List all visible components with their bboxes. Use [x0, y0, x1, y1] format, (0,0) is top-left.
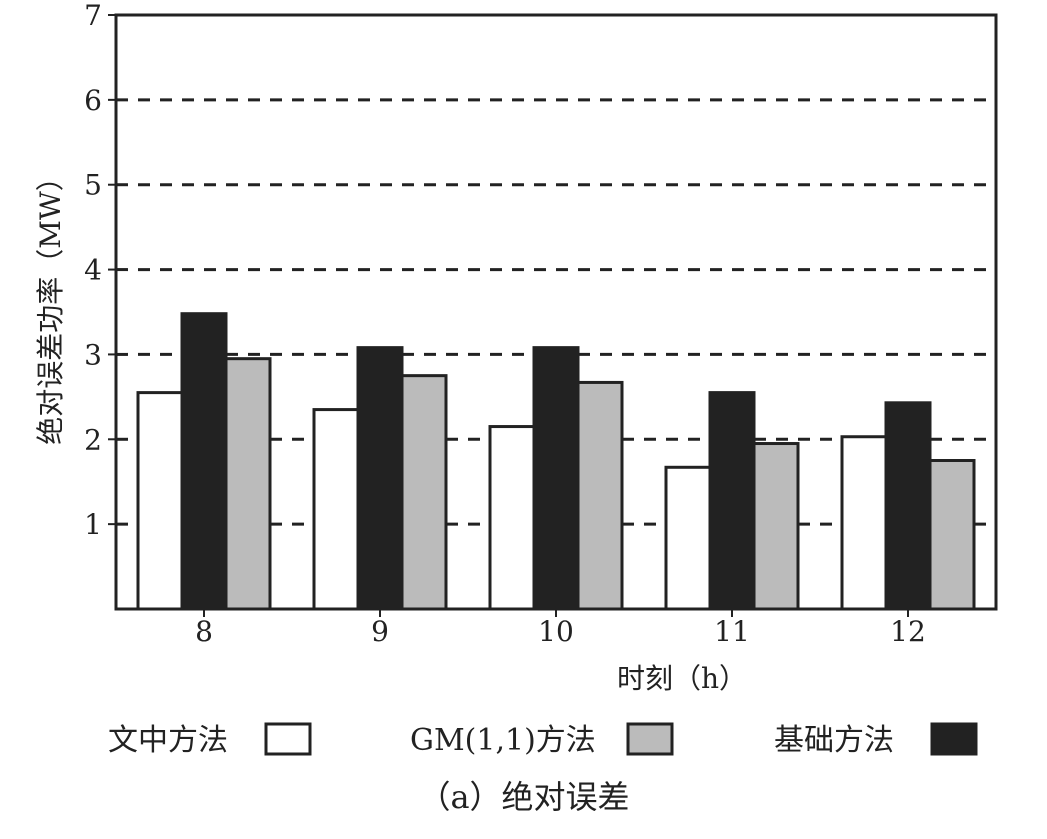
- bar-8-2: [224, 357, 272, 611]
- bar-10-1: [532, 346, 580, 611]
- bar-12-0: [840, 435, 888, 611]
- bar-9-1: [356, 346, 404, 611]
- x-axis-label: 时刻（h）: [617, 662, 747, 695]
- legend-swatch: [930, 722, 978, 756]
- legend-label: 基础方法: [774, 723, 894, 758]
- legend-label: 文中方法: [108, 723, 228, 758]
- legend: 文中方法 GM(1,1)方法 基础方法: [108, 722, 978, 758]
- y-tick-label: 6: [84, 84, 102, 117]
- bar-8-0: [136, 391, 184, 611]
- bar-12-1: [884, 401, 932, 611]
- y-axis-ticks: 1 2 3 4 5 6 7: [84, 0, 116, 541]
- x-tick-label: 9: [371, 615, 389, 648]
- x-tick-label: 10: [538, 615, 574, 648]
- y-tick-label: 3: [84, 338, 102, 371]
- legend-label: GM(1,1)方法: [410, 723, 596, 758]
- legend-swatch: [626, 722, 674, 756]
- bar-8-1: [180, 312, 228, 611]
- y-axis-label: 绝对误差功率（MW）: [34, 163, 67, 444]
- bar-11-2: [752, 442, 800, 611]
- x-axis-ticks: 8 9 10 11 12: [195, 609, 926, 648]
- y-tick-label: 4: [84, 254, 102, 287]
- chart-caption: （a）绝对误差: [418, 778, 629, 816]
- x-tick-label: 8: [195, 615, 213, 648]
- bars: [136, 312, 976, 611]
- y-tick-label: 5: [84, 169, 102, 202]
- bar-9-0: [312, 408, 360, 611]
- x-tick-label: 12: [890, 615, 926, 648]
- y-tick-label: 2: [84, 423, 102, 456]
- bar-12-2: [928, 459, 976, 611]
- y-tick-label: 1: [84, 508, 102, 541]
- bar-11-0: [664, 465, 712, 611]
- y-tick-label: 7: [84, 0, 102, 32]
- bar-9-2: [400, 374, 448, 611]
- bar-11-1: [708, 391, 756, 611]
- bar-10-0: [488, 425, 536, 611]
- bar-10-2: [576, 380, 624, 611]
- legend-swatch: [264, 722, 312, 756]
- x-tick-label: 11: [714, 615, 750, 648]
